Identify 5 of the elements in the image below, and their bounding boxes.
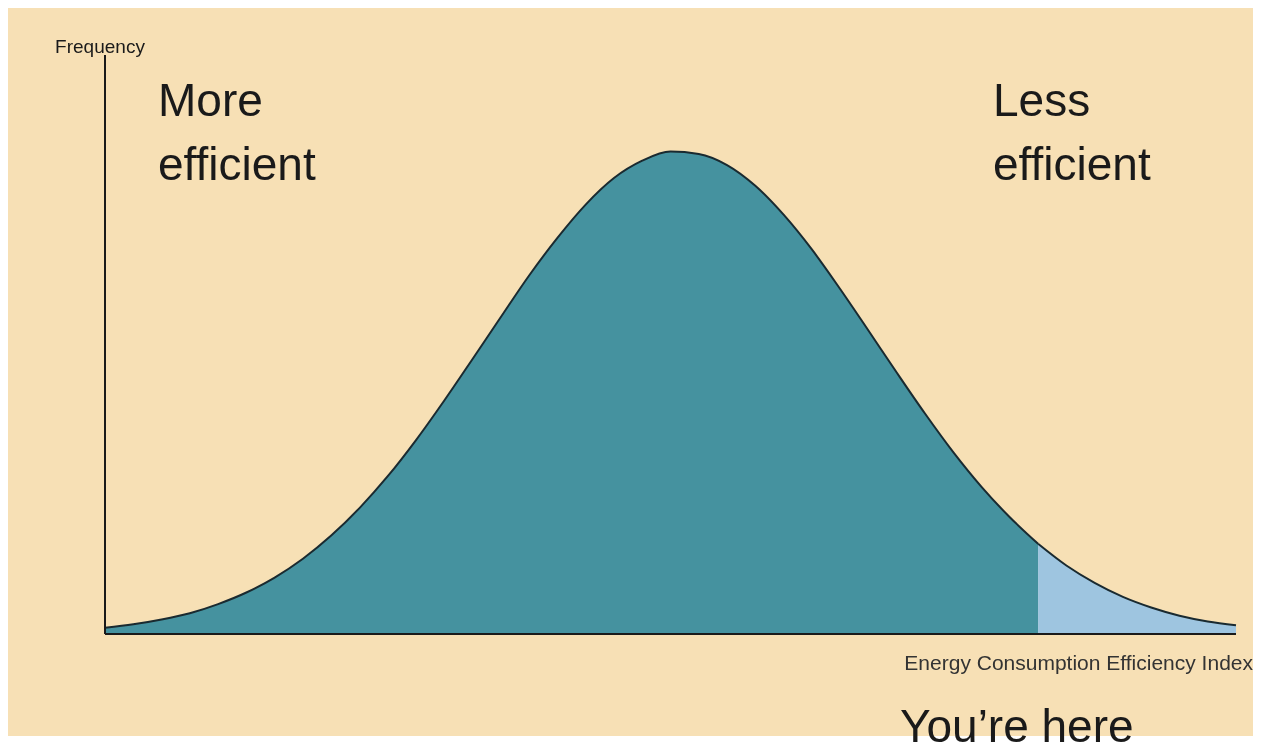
text: You’re here [900, 699, 1134, 744]
x-axis-title: Energy Consumption Efficiency Index [904, 651, 1253, 675]
annotation: More efficient [158, 73, 316, 192]
y-axis-title: Frequency [55, 36, 146, 57]
annotation: Less efficient [993, 73, 1151, 192]
